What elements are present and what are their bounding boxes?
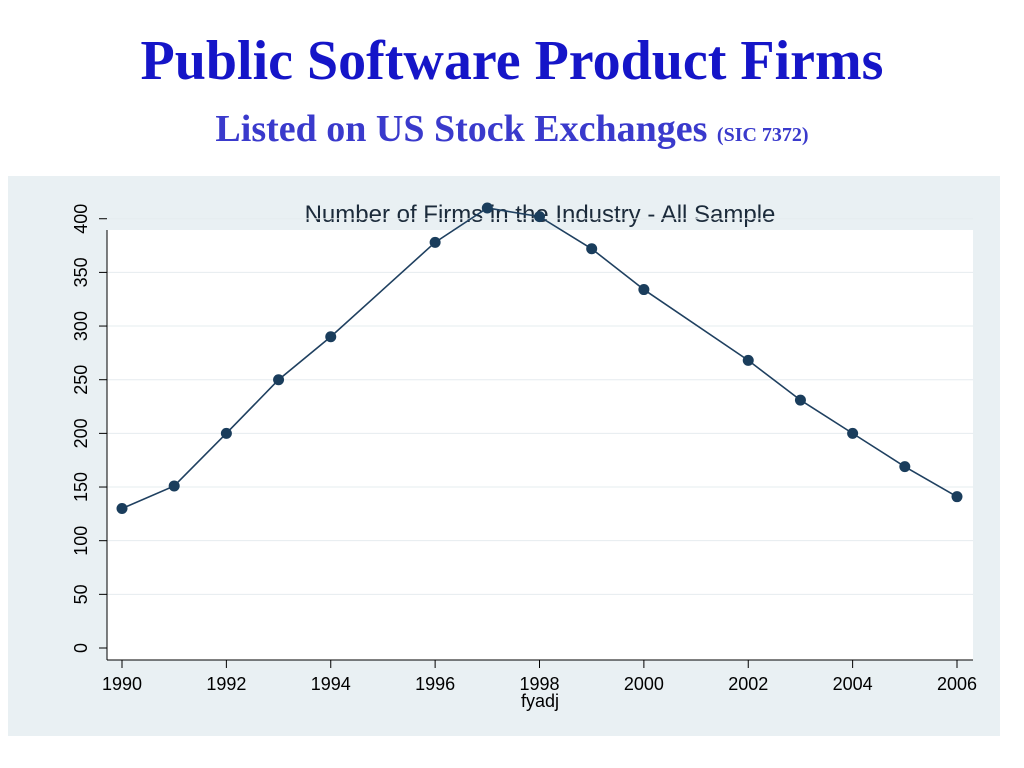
- slide-title: Public Software Product Firms: [140, 30, 884, 92]
- x-tick-label: 1996: [415, 674, 455, 694]
- data-point: [273, 374, 285, 386]
- x-tick-label: 2000: [624, 674, 664, 694]
- data-point: [534, 211, 545, 223]
- x-tick-label: 1994: [311, 674, 351, 694]
- x-tick-label: 2004: [833, 674, 873, 694]
- y-tick-label: 250: [71, 365, 91, 395]
- y-tick-label: 100: [71, 526, 91, 556]
- data-point: [168, 480, 180, 492]
- y-tick-label: 400: [71, 204, 91, 234]
- y-tick-label: 0: [71, 643, 91, 653]
- data-point: [220, 427, 232, 439]
- slide-subtitle: Listed on US Stock Exchanges (SIC 7372): [0, 106, 1024, 158]
- x-tick-label: 1990: [102, 674, 142, 694]
- data-point: [742, 354, 754, 366]
- subtitle-text: Listed on US Stock Exchanges: [215, 108, 708, 150]
- gridlines: [107, 218, 973, 595]
- data-point: [899, 461, 911, 473]
- axes: 0 50 100 150 200 250 300 350 400 1990 1992 1994 1996…: [71, 204, 977, 694]
- data-point: [951, 491, 963, 503]
- y-tick-label: 350: [71, 257, 91, 287]
- x-tick-label: 1998: [519, 674, 559, 694]
- data-point: [794, 394, 806, 406]
- data-point: [586, 243, 598, 255]
- line-chart: Number of Firms in the Industry - All Sa…: [71, 201, 977, 711]
- data-point: [638, 284, 650, 296]
- data-point: [481, 202, 493, 214]
- y-tick-label: 300: [71, 311, 91, 341]
- data-point: [116, 502, 128, 514]
- data-point: [847, 427, 859, 439]
- series-layer: [116, 202, 963, 514]
- x-tick-label: 2002: [728, 674, 768, 694]
- y-tick-label: 150: [71, 472, 91, 502]
- plot-area: [107, 230, 973, 660]
- chart-panel: Number of Firms in the Industry - All Sa…: [8, 176, 1000, 736]
- y-tick-label: 50: [71, 584, 91, 604]
- y-tick-label: 200: [71, 418, 91, 448]
- data-point: [429, 236, 441, 248]
- x-axis-label: fyadj: [521, 691, 559, 711]
- subtitle-note: (SIC 7372): [716, 124, 809, 146]
- x-tick-label: 1992: [206, 674, 246, 694]
- data-point: [325, 331, 337, 343]
- x-tick-label: 2006: [937, 674, 977, 694]
